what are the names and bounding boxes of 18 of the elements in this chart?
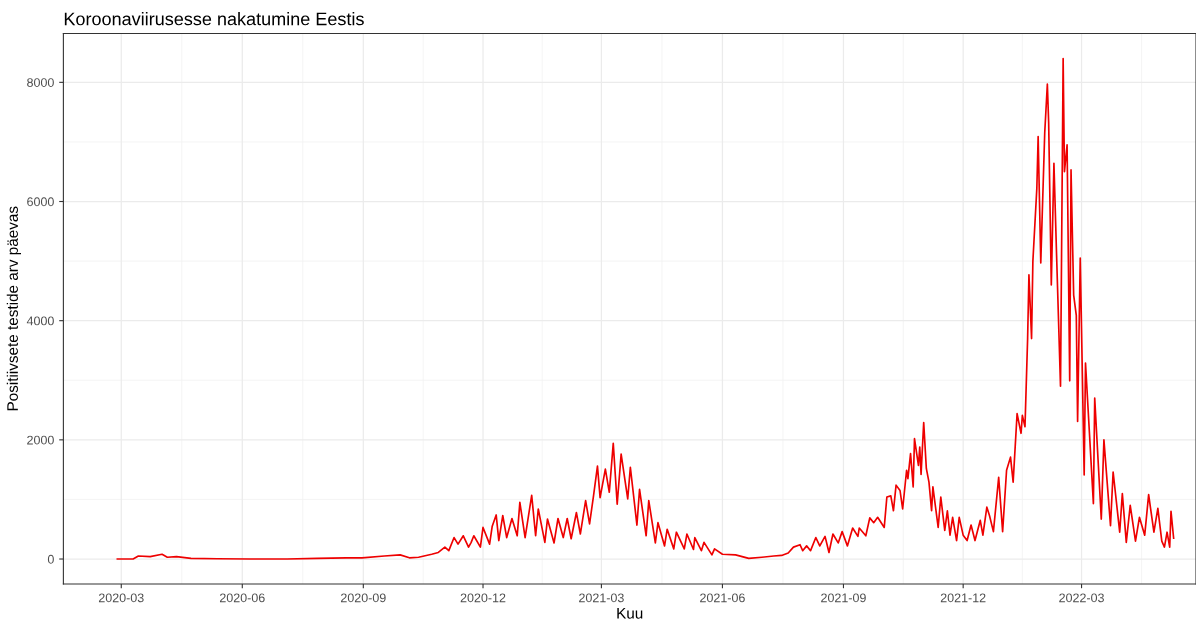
x-tick-label: 2020-06: [219, 593, 265, 603]
x-tick-label: 2020-09: [341, 593, 386, 603]
x-tick-label: 2021-09: [821, 593, 866, 603]
x-tick-label: 2021-12: [940, 593, 986, 603]
x-tick-label: 2021-06: [700, 593, 745, 603]
chart-title: Koroonaviirusesse nakatumine Eestis: [64, 12, 364, 26]
y-tick-label: 8000: [27, 78, 54, 87]
y-axis-title: Positiivsete testide arv päevas: [6, 206, 21, 411]
x-tick-label: 2020-12: [460, 593, 506, 603]
x-tick-label: 2022-03: [1059, 593, 1104, 603]
x-axis-title: Kuu: [617, 608, 643, 619]
x-tick-label: 2021-03: [579, 593, 624, 603]
y-tick-label: 2000: [27, 435, 54, 445]
y-tick-label: 0: [47, 554, 54, 564]
x-tick-label: 2020-03: [98, 593, 144, 603]
y-tick-label: 6000: [27, 197, 54, 207]
line-series: [116, 57, 1175, 560]
y-tick-label: 4000: [26, 316, 54, 326]
